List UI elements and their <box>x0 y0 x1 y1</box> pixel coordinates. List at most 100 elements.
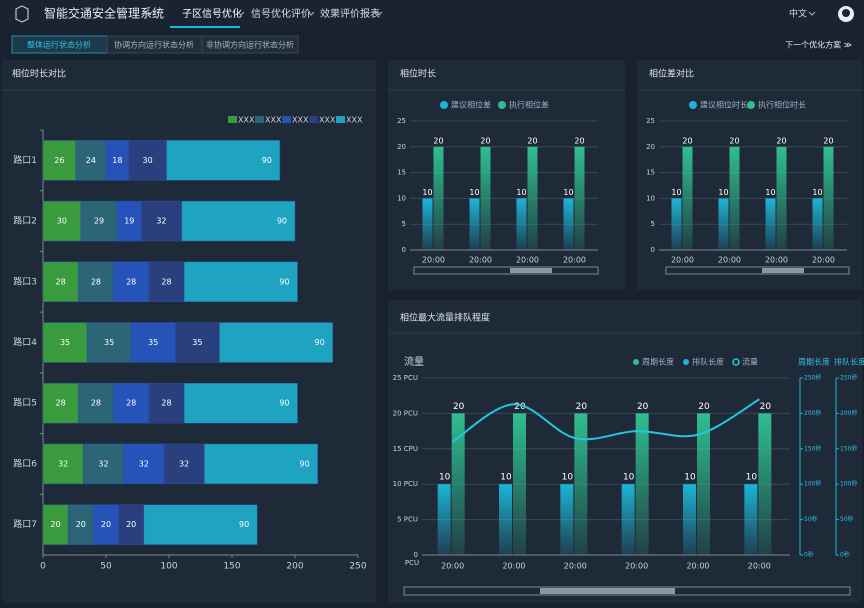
bar-segment <box>78 382 114 424</box>
y-tick-label: 25 <box>397 117 406 125</box>
x-tick-label: 20:00 <box>563 256 586 265</box>
bar-segment <box>113 382 150 424</box>
value-label: 90 <box>279 277 289 286</box>
right-tick-label: 200秒 <box>840 409 857 417</box>
y-tick-label: 0 <box>402 246 406 254</box>
y-tick-label: 0 <box>651 246 655 254</box>
panel-title: 相位差对比 <box>649 68 694 80</box>
value-label: 20 <box>101 520 111 529</box>
scroll-thumb[interactable] <box>540 588 675 594</box>
legend-label: XXX <box>238 116 255 125</box>
value-label: 28 <box>56 399 66 408</box>
right-tick-label: 150秒 <box>804 444 821 452</box>
value-label: 32 <box>98 459 108 468</box>
right-tick-label: 250秒 <box>804 374 821 382</box>
bar-segment <box>42 382 79 424</box>
line <box>452 398 760 443</box>
legend-swatch <box>228 116 237 123</box>
y-tick-label: 路口5 <box>13 397 37 409</box>
sub-tab-bg <box>201 35 299 54</box>
scrollbar[interactable] <box>665 266 850 275</box>
y-tick-label: 20 <box>397 143 406 151</box>
x-tick-label: 100 <box>160 562 177 572</box>
bar <box>433 146 444 250</box>
x-tick-label: 20:00 <box>671 256 694 265</box>
scrollbar[interactable] <box>403 586 851 596</box>
bar <box>513 413 526 555</box>
right-axis-title: 周期长度 <box>798 357 830 367</box>
legend-label: 排队长度 <box>692 357 724 367</box>
bar-segment <box>175 322 220 363</box>
value-label: 19 <box>124 217 134 226</box>
top-bar <box>0 0 864 28</box>
next-plan-link[interactable]: 下一个优化方案 ≫ <box>785 40 852 50</box>
panel-title: 相位时长对比 <box>12 68 66 80</box>
right-tick-label: 0秒 <box>804 551 814 559</box>
y-tick-label: 5 <box>402 220 406 228</box>
bar <box>718 198 729 250</box>
value-label: 20 <box>480 136 490 145</box>
y-tick-label: 25 PCU <box>393 374 418 382</box>
bar <box>574 413 588 555</box>
language-select[interactable]: 中文 <box>789 8 807 20</box>
nav-tab[interactable]: 效果评价报表 <box>320 7 380 20</box>
sub-tab[interactable]: 整体运行状态分析 <box>27 40 91 50</box>
y-tick-label: 路口2 <box>13 215 37 227</box>
value-label: 10 <box>562 473 574 483</box>
value-label: 28 <box>91 277 101 286</box>
x-tick-label: 20:00 <box>502 562 525 571</box>
legend-dot <box>440 101 448 109</box>
scroll-thumb[interactable] <box>510 268 552 273</box>
bar <box>451 413 465 555</box>
legend-label: XXX <box>346 116 363 125</box>
legend-dot <box>498 101 506 109</box>
nav-tab[interactable]: 子区信号优化 <box>182 7 242 20</box>
y-tick-label: 20 PCU <box>393 409 418 417</box>
scroll-thumb[interactable] <box>762 268 804 273</box>
value-label: 18 <box>112 156 122 165</box>
bar-segment <box>42 322 88 363</box>
bar-segment <box>141 200 182 242</box>
legend-label: 执行相位时长 <box>758 100 806 110</box>
value-label: 24 <box>86 156 96 165</box>
avatar-face <box>842 9 850 17</box>
value-label: 28 <box>126 277 136 286</box>
y-tick-label: 0 <box>414 551 418 559</box>
value-label: 10 <box>500 473 512 483</box>
panel-title: 相位时长 <box>400 68 436 80</box>
bar <box>823 146 834 250</box>
scrollbar[interactable] <box>413 266 599 275</box>
nav-tab[interactable]: 信号优化评价 <box>251 7 311 20</box>
x-tick-label: 20:00 <box>625 562 648 571</box>
legend-dot <box>732 358 740 366</box>
bar <box>563 198 574 250</box>
value-label: 30 <box>57 217 67 226</box>
sub-tab[interactable]: 协调方向运行状态分析 <box>114 40 194 50</box>
app-title: 智能交通安全管理系统 <box>44 6 164 21</box>
x-tick-label: 20:00 <box>765 256 788 265</box>
legend-swatch <box>255 116 264 123</box>
right-tick-label: 0秒 <box>840 551 850 559</box>
value-label: 10 <box>718 188 728 197</box>
bar <box>480 146 491 250</box>
bar <box>469 198 480 250</box>
value-label: 20 <box>433 136 443 145</box>
legend-label: 建议相位差 <box>451 100 491 110</box>
x-tick-label: 20:00 <box>516 256 539 265</box>
bar-segment <box>78 261 114 303</box>
bar <box>812 198 823 250</box>
y-tick-label: 路口4 <box>13 336 37 348</box>
bar <box>574 146 585 250</box>
value-label: 28 <box>56 277 66 286</box>
value-label: 20 <box>514 402 526 412</box>
legend-dot <box>689 101 697 109</box>
bar <box>527 146 538 250</box>
sub-tab[interactable]: 非协调方向运行状态分析 <box>206 40 294 50</box>
value-label: 32 <box>58 459 68 468</box>
bar-segment <box>163 443 205 485</box>
right-axis-title: 排队长度 <box>834 357 864 367</box>
chevron <box>307 11 315 16</box>
bar-segment <box>148 261 185 303</box>
legend-label: 建议相位时长 <box>700 100 748 110</box>
legend-label: XXX <box>292 116 309 125</box>
